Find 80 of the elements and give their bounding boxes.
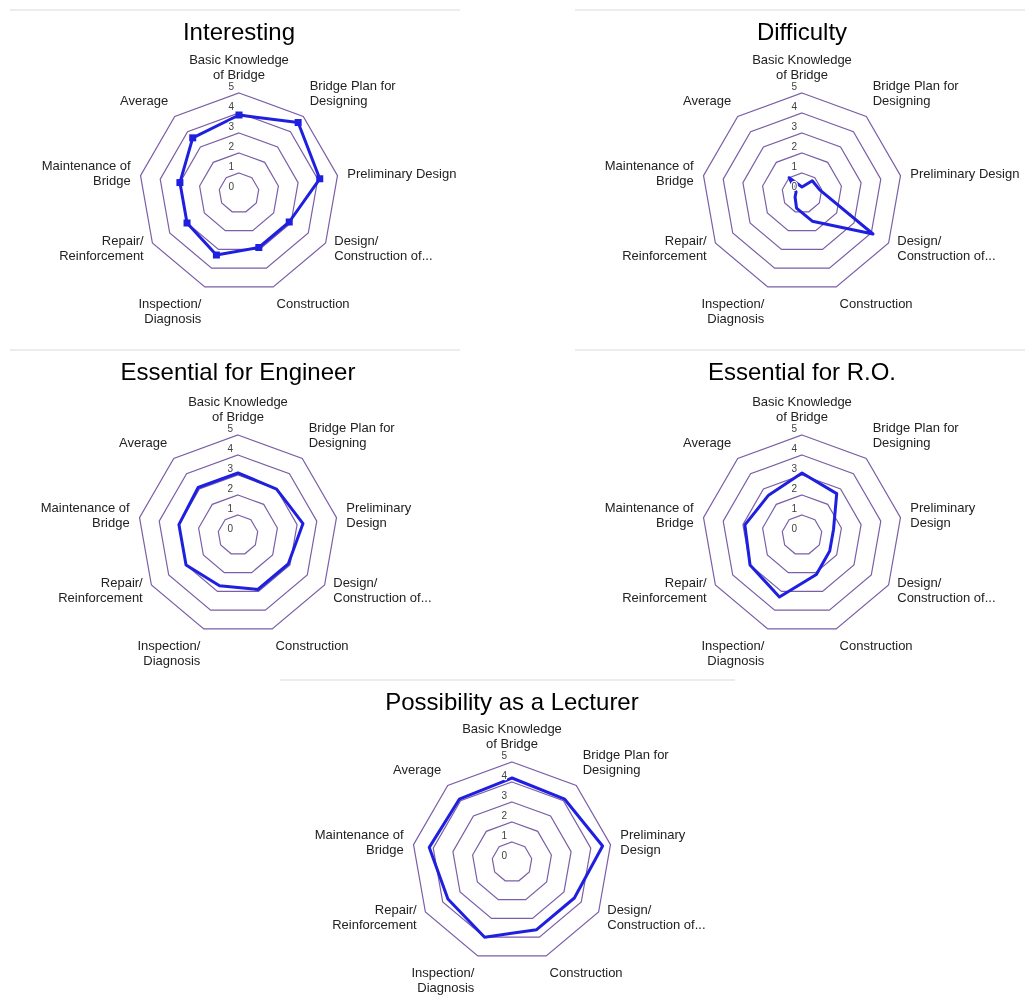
spoke-label: Repair/ Reinforcement xyxy=(622,574,708,605)
spoke-label: Basic Knowledge of Bridge xyxy=(462,721,562,751)
spoke-label: Preliminary Design xyxy=(910,165,1020,181)
spoke-label: Construction xyxy=(839,296,913,312)
y-tick-label: 1 xyxy=(227,503,234,514)
y-tick-label: 3 xyxy=(228,121,235,132)
spoke-label: Inspection/ Diagnosis xyxy=(701,296,765,327)
spoke-label: Basic Knowledge of Bridge xyxy=(189,52,289,82)
spoke-label: Maintenance of Bridge xyxy=(40,500,131,531)
chart-title: Difficulty xyxy=(756,18,848,45)
y-tick-label: 5 xyxy=(227,423,234,434)
spoke-label: Average xyxy=(683,434,732,450)
spoke-label: Maintenance of Bridge xyxy=(604,158,695,189)
spoke-label: Average xyxy=(393,761,442,777)
y-tick-label: 4 xyxy=(501,770,508,781)
y-tick-label: 4 xyxy=(228,101,235,112)
chart-title: Interesting xyxy=(182,18,296,45)
spoke-label: Inspection/ Diagnosis xyxy=(701,638,765,669)
y-tick-label: 3 xyxy=(791,121,798,132)
spoke-label: Basic Knowledge of Bridge xyxy=(188,394,288,424)
y-tick-label: 3 xyxy=(791,463,798,474)
spoke-label: Design/ Construction of... xyxy=(897,232,996,263)
y-tick-label: 2 xyxy=(501,810,508,821)
y-tick-label: 0 xyxy=(791,181,798,192)
y-tick-label: 5 xyxy=(791,423,798,434)
spoke-label: Inspection/ Diagnosis xyxy=(137,638,201,669)
spoke-label: Repair/ Reinforcement xyxy=(622,232,708,263)
spoke-label: Repair/ Reinforcement xyxy=(332,901,418,932)
y-tick-label: 0 xyxy=(228,181,235,192)
spoke-label: Average xyxy=(683,92,732,108)
spoke-label: Construction xyxy=(549,965,623,981)
chart-title: Essential for Engineer xyxy=(120,358,356,385)
spoke-label: Repair/ Reinforcement xyxy=(58,574,144,605)
spoke-label: Construction xyxy=(276,296,350,312)
y-tick-label: 2 xyxy=(228,141,235,152)
y-tick-label: 5 xyxy=(791,81,798,92)
y-tick-label: 2 xyxy=(791,141,798,152)
y-tick-label: 0 xyxy=(501,850,508,861)
y-tick-label: 1 xyxy=(501,830,508,841)
spoke-label: Design/ Construction of... xyxy=(897,574,996,605)
y-tick-label: 4 xyxy=(791,443,798,454)
y-tick-label: 4 xyxy=(227,443,234,454)
spoke-label: Maintenance of Bridge xyxy=(604,500,695,531)
spoke-label: Average xyxy=(119,434,168,450)
spoke-label: Basic Knowledge of Bridge xyxy=(752,52,852,82)
spoke-label: Construction xyxy=(275,638,349,654)
y-tick-label: 2 xyxy=(791,483,798,494)
spoke-label: Construction xyxy=(839,638,913,654)
y-tick-label: 1 xyxy=(791,503,798,514)
spoke-label: Preliminary Design xyxy=(346,500,412,531)
spoke-label: Basic Knowledge of Bridge xyxy=(752,394,852,424)
y-tick-label: 3 xyxy=(227,463,234,474)
chart-title: Possibility as a Lecturer xyxy=(385,688,639,715)
chart-title: Essential for R.O. xyxy=(707,358,897,385)
spoke-label: Preliminary Design xyxy=(910,500,976,531)
y-tick-label: 1 xyxy=(791,161,798,172)
y-tick-label: 0 xyxy=(791,523,798,534)
spoke-label: Bridge Plan for Designing xyxy=(309,77,397,108)
y-tick-label: 5 xyxy=(228,81,235,92)
y-tick-label: 2 xyxy=(227,483,234,494)
y-tick-label: 0 xyxy=(227,523,234,534)
spoke-label: Preliminary Design xyxy=(347,165,457,181)
y-tick-label: 5 xyxy=(501,750,508,761)
spoke-label: Maintenance of Bridge xyxy=(314,827,405,858)
y-tick-label: 1 xyxy=(228,161,235,172)
spoke-label: Bridge Plan for Designing xyxy=(872,77,960,108)
spoke-label: Bridge Plan for Designing xyxy=(582,746,670,777)
y-tick-label: 4 xyxy=(791,101,798,112)
spoke-label: Design/ Construction of... xyxy=(334,232,433,263)
spoke-label: Repair/ Reinforcement xyxy=(59,232,145,263)
spoke-label: Design/ Construction of... xyxy=(607,901,706,932)
spoke-label: Bridge Plan for Designing xyxy=(872,419,960,450)
spoke-label: Inspection/ Diagnosis xyxy=(411,965,475,996)
spoke-label: Bridge Plan for Designing xyxy=(308,419,396,450)
spoke-label: Inspection/ Diagnosis xyxy=(138,296,202,327)
y-tick-label: 3 xyxy=(501,790,508,801)
spoke-label: Design/ Construction of... xyxy=(333,574,432,605)
spoke-label: Average xyxy=(120,92,169,108)
spoke-label: Maintenance of Bridge xyxy=(41,158,132,189)
spoke-label: Preliminary Design xyxy=(620,827,686,858)
